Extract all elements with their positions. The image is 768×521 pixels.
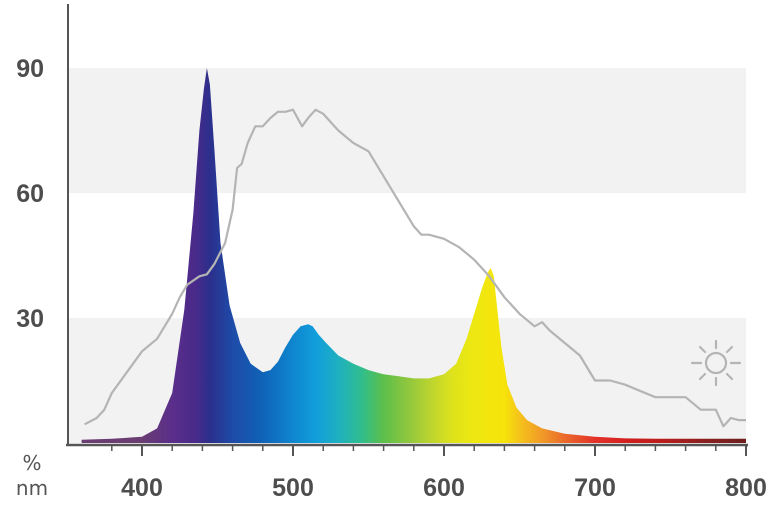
y-axis-unit-label: % bbox=[22, 451, 41, 475]
x-tick-label: 600 bbox=[423, 474, 465, 502]
reference-line bbox=[84, 108, 746, 428]
y-tick-label: 30 bbox=[16, 305, 44, 333]
x-tick-label: 400 bbox=[121, 474, 163, 502]
x-tick-label: 700 bbox=[574, 474, 616, 502]
ticks: 400 500 600 700 800 30 60 90 bbox=[16, 55, 767, 502]
spectrum-area bbox=[81, 68, 747, 443]
y-tick-label: 90 bbox=[16, 55, 44, 83]
x-tick-label: 500 bbox=[272, 474, 314, 502]
grid-band bbox=[68, 68, 746, 193]
axes bbox=[66, 4, 748, 447]
x-axis-unit-label: nm bbox=[16, 476, 48, 500]
spectrum-area-layer bbox=[81, 68, 747, 443]
sun-icon bbox=[690, 339, 742, 387]
x-tick-label: 800 bbox=[725, 474, 767, 502]
y-tick-label: 60 bbox=[16, 180, 44, 208]
reference-line-layer bbox=[84, 108, 746, 428]
